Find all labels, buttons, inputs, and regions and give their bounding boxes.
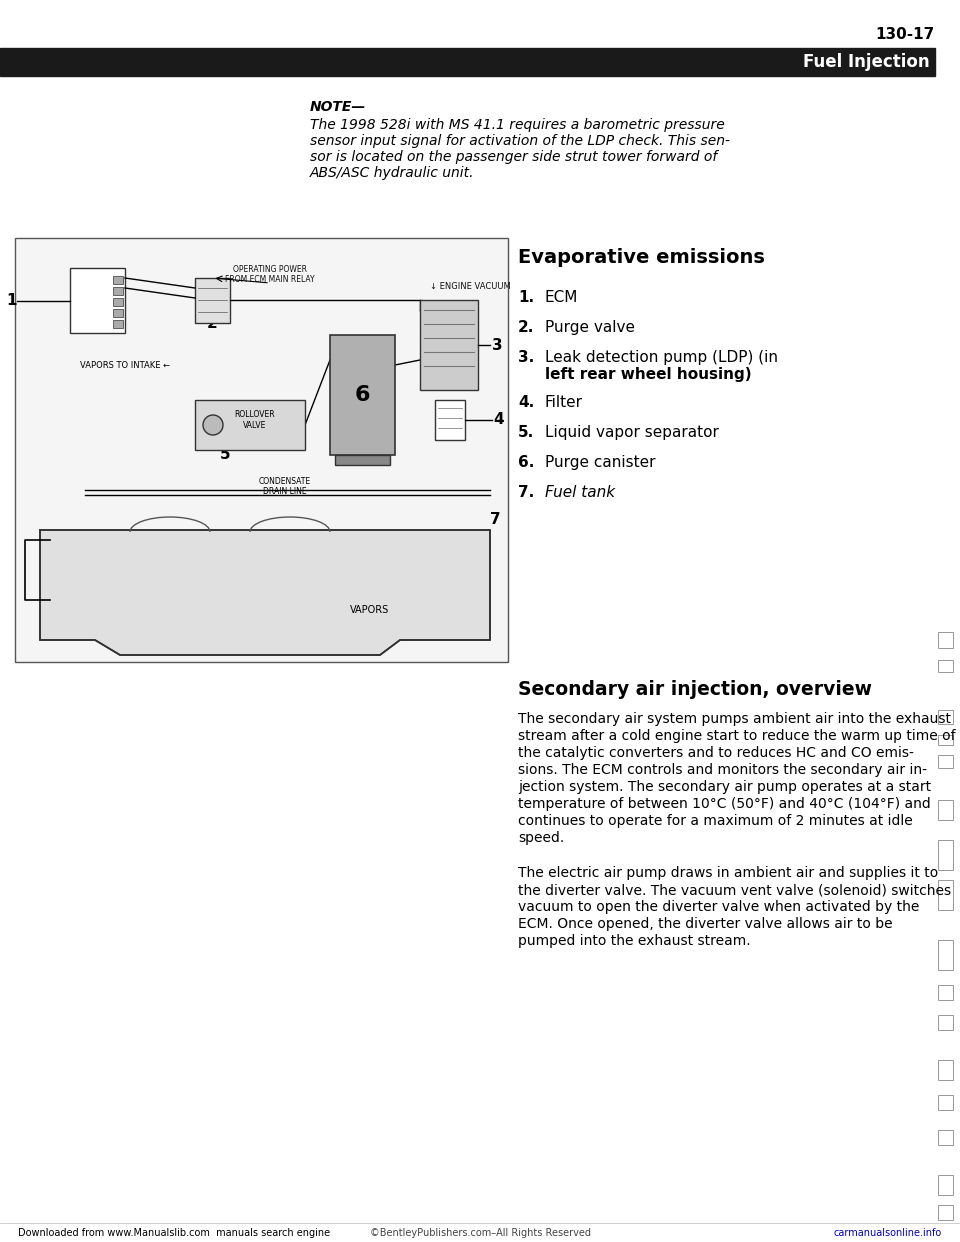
Text: 6.: 6. xyxy=(518,455,535,469)
Bar xyxy=(195,400,305,450)
Text: VAPORS TO INTAKE ←: VAPORS TO INTAKE ← xyxy=(80,360,170,370)
Bar xyxy=(938,800,953,820)
Bar xyxy=(938,1130,953,1145)
Text: Leak detection pump (LDP) (in: Leak detection pump (LDP) (in xyxy=(545,350,778,365)
Bar xyxy=(938,1175,953,1195)
Bar xyxy=(938,840,953,869)
Text: Evaporative emissions: Evaporative emissions xyxy=(518,248,765,267)
Text: ROLLOVER
VALVE: ROLLOVER VALVE xyxy=(234,410,276,430)
Bar xyxy=(938,1095,953,1110)
Bar xyxy=(330,335,395,455)
Text: temperature of between 10°C (50°F) and 40°C (104°F) and: temperature of between 10°C (50°F) and 4… xyxy=(518,797,931,811)
Text: vacuum to open the diverter valve when activated by the: vacuum to open the diverter valve when a… xyxy=(518,900,920,914)
Text: 7.: 7. xyxy=(518,484,535,501)
Bar xyxy=(938,985,953,1000)
Text: continues to operate for a maximum of 2 minutes at idle: continues to operate for a maximum of 2 … xyxy=(518,814,913,828)
Text: 4: 4 xyxy=(493,412,504,427)
Bar xyxy=(15,238,508,662)
Text: Fuel Injection: Fuel Injection xyxy=(804,53,930,71)
Text: 1: 1 xyxy=(7,293,17,308)
Bar xyxy=(420,301,478,390)
Text: pumped into the exhaust stream.: pumped into the exhaust stream. xyxy=(518,934,751,948)
Text: VAPORS: VAPORS xyxy=(350,605,390,615)
Polygon shape xyxy=(40,530,490,655)
Bar xyxy=(938,1205,953,1220)
Bar xyxy=(938,1015,953,1030)
Text: 5: 5 xyxy=(220,447,230,462)
Bar xyxy=(938,1059,953,1081)
Text: sensor input signal for activation of the LDP check. This sen-: sensor input signal for activation of th… xyxy=(310,134,730,148)
Bar xyxy=(938,660,953,672)
Bar xyxy=(113,298,123,306)
Text: ©BentleyPublishers.com–All Rights Reserved: ©BentleyPublishers.com–All Rights Reserv… xyxy=(370,1228,590,1238)
Text: jection system. The secondary air pump operates at a start: jection system. The secondary air pump o… xyxy=(518,780,931,794)
Text: Downloaded from www.Manualslib.com  manuals search engine: Downloaded from www.Manualslib.com manua… xyxy=(18,1228,330,1238)
Text: 1.: 1. xyxy=(518,289,534,306)
Bar xyxy=(938,632,953,648)
Text: CONDENSATE
DRAIN LINE: CONDENSATE DRAIN LINE xyxy=(259,477,311,497)
Text: 4.: 4. xyxy=(518,395,535,410)
Text: 130-17: 130-17 xyxy=(876,27,935,42)
Text: ABS/ASC hydraulic unit.: ABS/ASC hydraulic unit. xyxy=(310,166,474,180)
Bar xyxy=(195,278,230,323)
Text: 2: 2 xyxy=(207,315,218,332)
Text: 3: 3 xyxy=(492,338,503,353)
Text: Secondary air injection, overview: Secondary air injection, overview xyxy=(518,681,872,699)
Bar xyxy=(938,710,953,724)
Text: Fuel tank: Fuel tank xyxy=(545,484,615,501)
Text: 7: 7 xyxy=(490,513,500,528)
Text: ECM: ECM xyxy=(545,289,578,306)
Text: NOTE—: NOTE— xyxy=(310,101,367,114)
Text: carmanualsonline.info: carmanualsonline.info xyxy=(833,1228,942,1238)
Text: the diverter valve. The vacuum vent valve (solenoid) switches: the diverter valve. The vacuum vent valv… xyxy=(518,883,951,897)
Text: The secondary air system pumps ambient air into the exhaust: The secondary air system pumps ambient a… xyxy=(518,712,951,727)
Text: 6: 6 xyxy=(355,385,371,405)
Text: stream after a cold engine start to reduce the warm up time of: stream after a cold engine start to redu… xyxy=(518,729,955,743)
Text: 3.: 3. xyxy=(518,350,535,365)
Circle shape xyxy=(203,415,223,435)
Bar xyxy=(113,287,123,296)
Bar xyxy=(113,320,123,328)
Text: Filter: Filter xyxy=(545,395,583,410)
Text: Liquid vapor separator: Liquid vapor separator xyxy=(545,425,719,440)
Text: sor is located on the passenger side strut tower forward of: sor is located on the passenger side str… xyxy=(310,150,717,164)
Text: left rear wheel housing): left rear wheel housing) xyxy=(545,366,752,383)
Bar xyxy=(335,455,390,465)
Text: Purge valve: Purge valve xyxy=(545,320,635,335)
Text: sions. The ECM controls and monitors the secondary air in-: sions. The ECM controls and monitors the… xyxy=(518,763,927,777)
Bar xyxy=(70,268,125,333)
Bar xyxy=(0,48,935,76)
Text: Purge canister: Purge canister xyxy=(545,455,656,469)
Text: OPERATING POWER
FROM ECM MAIN RELAY: OPERATING POWER FROM ECM MAIN RELAY xyxy=(226,265,315,284)
Bar xyxy=(435,400,465,440)
Bar xyxy=(113,309,123,317)
Text: the catalytic converters and to reduces HC and CO emis-: the catalytic converters and to reduces … xyxy=(518,746,914,760)
Bar xyxy=(938,735,953,745)
Text: 5.: 5. xyxy=(518,425,535,440)
Bar xyxy=(938,755,953,768)
Text: The 1998 528i with MS 41.1 requires a barometric pressure: The 1998 528i with MS 41.1 requires a ba… xyxy=(310,118,725,132)
Bar xyxy=(113,276,123,284)
Bar xyxy=(938,940,953,970)
Text: The electric air pump draws in ambient air and supplies it to: The electric air pump draws in ambient a… xyxy=(518,866,938,881)
Text: 2.: 2. xyxy=(518,320,535,335)
Text: ECM. Once opened, the diverter valve allows air to be: ECM. Once opened, the diverter valve all… xyxy=(518,917,893,932)
Text: speed.: speed. xyxy=(518,831,564,845)
Text: ↓ ENGINE VACUUM: ↓ ENGINE VACUUM xyxy=(430,282,511,291)
Bar xyxy=(938,881,953,910)
